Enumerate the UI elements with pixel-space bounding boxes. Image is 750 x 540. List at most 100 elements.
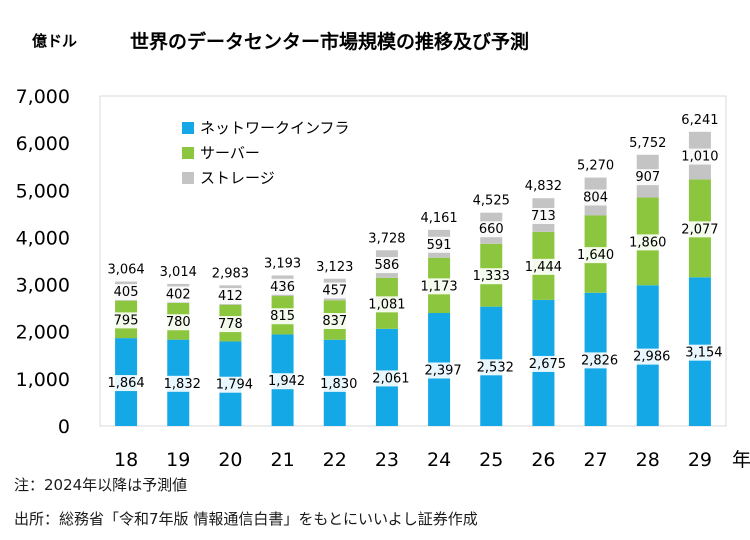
x-tick-label: 27 [583,449,607,471]
y-tick-label: 3,000 [16,275,70,297]
data-label-bg [471,221,512,238]
x-tick-label: 20 [218,449,242,471]
data-label-bg [214,376,255,393]
legend-label: ネットワークインフラ [200,119,350,137]
data-label-bg [210,288,251,305]
total-label: 4,525 [473,194,510,209]
data-label-bg [679,148,720,165]
total-label: 3,123 [316,260,353,275]
total-label: 5,270 [577,159,614,174]
x-tick-label: 19 [166,449,190,471]
total-label: 4,161 [420,211,457,226]
legend-label: サーバー [200,144,260,162]
data-label-bg [370,370,411,387]
data-label: 1,942 [268,374,305,389]
data-label-bg [575,189,616,206]
y-axis-unit: 億ドル [32,32,77,50]
y-tick-label: 2,000 [16,322,70,344]
data-label-bg [158,314,199,331]
data-label: 2,675 [529,357,566,372]
data-label-bg [475,359,516,376]
data-label-bg [366,257,407,274]
footnote-forecast: 注：2024年以降は予測値 [14,476,188,494]
data-label-bg [366,296,407,313]
data-label-bg [266,373,307,390]
data-label-bg [314,282,355,299]
data-label: 591 [427,238,452,253]
x-axis-unit: 年 [732,449,750,471]
data-label: 1,010 [681,150,718,165]
x-axis: 18 19 20 21 22 23 24 25 26 27 28 29 [114,449,712,471]
y-tick-label: 4,000 [16,227,70,249]
data-label: 1,830 [320,377,357,392]
data-label: 2,061 [372,371,409,386]
data-label-bg [575,247,616,264]
data-label: 412 [218,289,243,304]
data-label: 2,532 [477,360,514,375]
x-tick-label: 26 [531,449,555,471]
plot-area [99,95,727,427]
y-tick-label: 1,000 [16,369,70,391]
data-label-bg [679,221,720,238]
y-axis: 0 1,000 2,000 3,000 4,000 5,000 6,000 7,000 [16,86,70,438]
data-label-bg [523,258,564,275]
total-label: 4,832 [525,179,562,194]
total-label: 3,193 [264,256,301,271]
data-label-bg [683,344,724,361]
data-label: 837 [322,314,347,329]
legend-swatch [182,147,194,159]
data-label-bg [262,308,303,325]
x-tick-label: 23 [375,449,399,471]
y-tick-label: 6,000 [16,133,70,155]
data-label: 1,640 [577,248,614,263]
legend-swatch [182,172,194,184]
data-label-bg [210,316,251,333]
data-label: 1,864 [107,376,144,391]
data-label: 2,077 [681,222,718,237]
data-label-bg [106,375,147,392]
data-label-bg [419,278,460,295]
data-label-bg [627,169,668,186]
data-label-bg [627,234,668,251]
data-label: 457 [322,283,347,298]
data-label: 2,826 [581,353,618,368]
data-label-bg [106,312,147,329]
data-label: 402 [166,287,191,302]
legend-label: ストレージ [200,169,275,187]
data-label-bg [423,362,464,379]
data-label: 1,173 [420,279,457,294]
x-tick-label: 18 [114,449,138,471]
total-label: 3,014 [160,265,197,280]
data-label-bg [262,278,303,295]
data-label: 815 [270,309,295,324]
data-label: 795 [114,313,139,328]
data-label: 3,154 [685,346,722,361]
chart: 億ドル 世界のデータセンター市場規模の推移及び予測 0 1,000 2,000 3,0… [16,30,750,471]
total-label: 5,752 [629,136,666,151]
data-label: 1,832 [164,377,201,392]
data-label: 2,986 [633,350,670,365]
data-label: 1,794 [216,378,253,393]
total-label: 6,241 [681,113,718,128]
chart-title: 世界のデータセンター市場規模の推移及び予測 [130,30,529,53]
data-label: 405 [114,285,139,300]
total-label: 3,064 [107,263,144,278]
data-label-bg [314,312,355,329]
data-label-bg [318,375,359,392]
data-label-bg [523,208,564,225]
data-label-bg [471,268,512,285]
data-label: 2,397 [424,363,461,378]
data-label: 804 [583,191,608,206]
data-label: 1,081 [368,297,405,312]
data-label: 1,860 [629,235,666,250]
data-label: 713 [531,209,556,224]
data-label: 1,333 [473,269,510,284]
x-tick-label: 22 [323,449,347,471]
x-tick-label: 29 [688,449,712,471]
bars [115,131,711,426]
data-label: 1,444 [525,260,562,275]
footnote-source: 出所：総務省「令和7年版 情報通信白書」をもとにいいよし証券作成 [14,510,478,528]
data-label-bg [631,348,672,365]
data-label: 778 [218,317,243,332]
